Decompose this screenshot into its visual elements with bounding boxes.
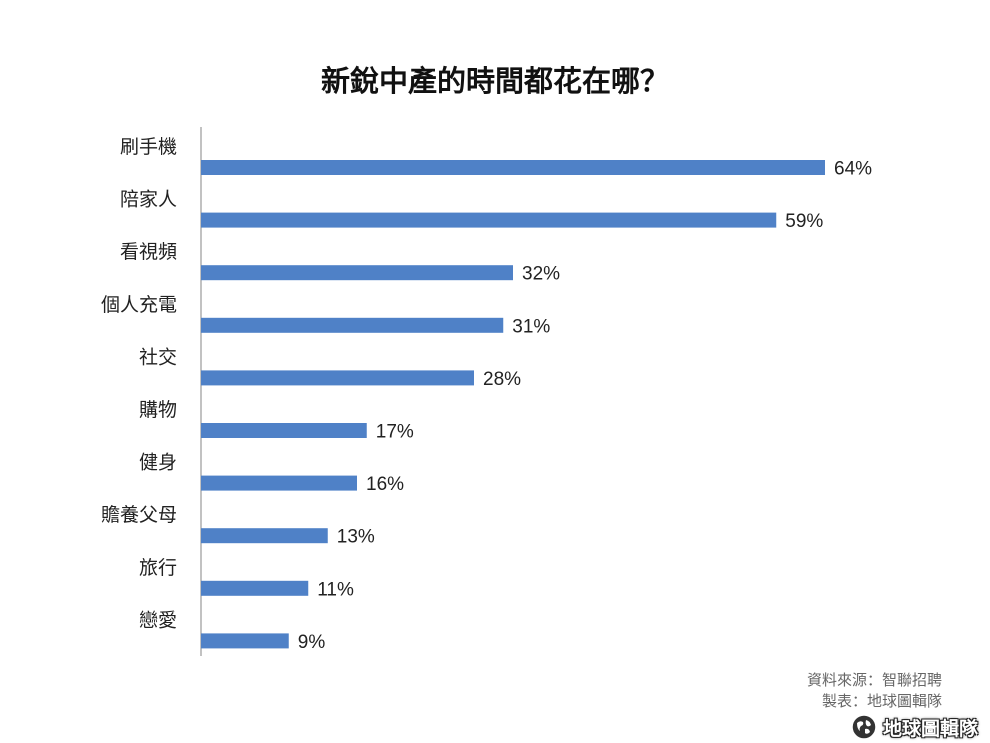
data-label: 17% (376, 422, 414, 443)
data-label: 31% (512, 316, 550, 337)
chart-title: 新銳中產的時間都花在哪？ (320, 64, 669, 98)
data-label: 11% (317, 579, 354, 600)
bar (201, 370, 474, 386)
logo: 地球圖輯隊 (851, 712, 978, 742)
globe-icon (851, 714, 877, 740)
data-label: 32% (522, 264, 560, 285)
bar (201, 580, 309, 596)
data-label: 9% (298, 632, 326, 653)
category-label: 陪家人 (120, 189, 177, 211)
bar (201, 160, 825, 175)
bar (201, 423, 367, 438)
data-label: 16% (366, 474, 404, 495)
source-line-1: 資料來源：智聯招聘 (806, 671, 942, 689)
bars-group: 刷手機 64% 陪家人 59% 看視頻 32% 個人充電 31% 社交 28% 購物 17% 健身 16%… (101, 136, 872, 653)
data-label: 59% (785, 211, 823, 232)
data-label: 64% (834, 159, 872, 180)
data-label: 13% (337, 527, 375, 548)
source-line-2: 製表：地球圖輯隊 (821, 692, 942, 710)
bar (201, 528, 328, 544)
category-label: 旅行 (139, 557, 177, 579)
bar (201, 633, 289, 649)
bar (201, 265, 513, 281)
logo-text: 地球圖輯隊 (882, 717, 978, 740)
category-label: 健身 (139, 452, 177, 474)
category-label: 刷手機 (120, 136, 177, 158)
data-label: 28% (483, 369, 521, 390)
category-label: 看視頻 (120, 241, 177, 263)
bar (201, 317, 504, 333)
category-label: 社交 (139, 346, 177, 368)
category-label: 戀愛 (139, 609, 177, 631)
category-label: 個人充電 (101, 294, 177, 316)
bar (201, 212, 777, 228)
category-label: 贍養父母 (101, 504, 177, 526)
source-note: 資料來源：智聯招聘 製表：地球圖輯隊 (807, 670, 942, 712)
bar (201, 475, 357, 491)
category-label: 購物 (139, 399, 177, 421)
